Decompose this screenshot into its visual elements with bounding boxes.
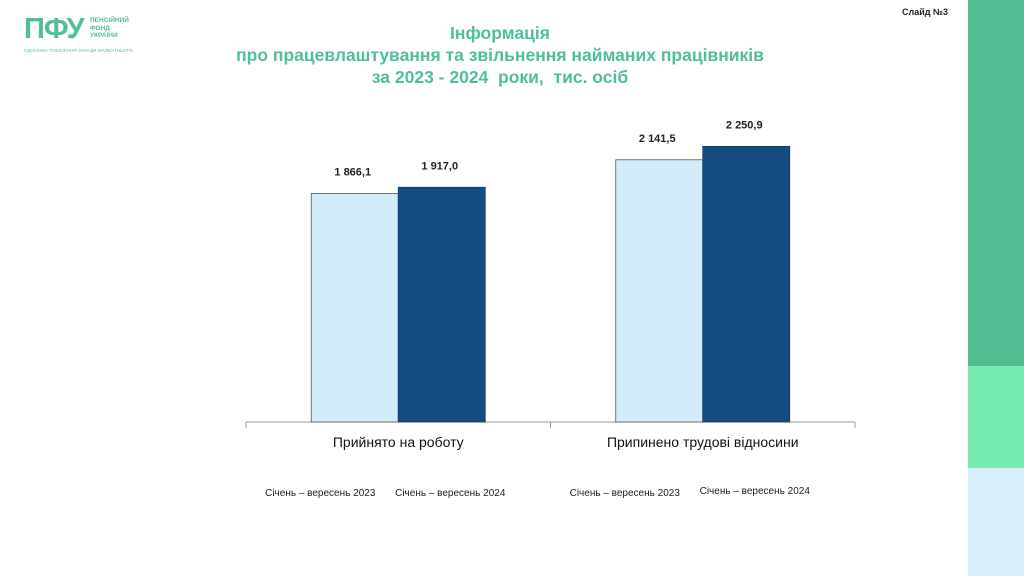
logo-mark: ПФУ: [24, 13, 85, 45]
title-line: Інформація: [450, 23, 550, 43]
data-label: 2 250,9: [726, 119, 763, 131]
data-label: 1 866,1: [334, 166, 371, 178]
logo-name-line: УКРАЇНИ: [90, 32, 118, 39]
bar-2023: [615, 159, 704, 423]
data-label: 1 917,0: [421, 160, 458, 172]
logo-name-line: ПЕНСІЙНИЙ: [90, 17, 129, 24]
slide-number: Слайд №3: [901, 7, 948, 17]
bar-2024: [702, 145, 791, 423]
side-bar-segment-bottom: [968, 468, 1024, 576]
bar-2024: [397, 186, 486, 423]
chart-title: Інформація про працевлаштування та звіль…: [170, 22, 830, 88]
title-line: про працевлаштування та звільнення найма…: [236, 45, 764, 65]
legend-entry-2023: Січень – вересень 2023: [265, 488, 376, 499]
legend-entry-2023: Січень – вересень 2023: [570, 488, 681, 499]
legend-entry-2024: Січень – вересень 2024: [700, 486, 811, 497]
pfu-logo: ПФУ ПЕНСІЙНИЙ ФОНД УКРАЇНИ ЄДНАЄМО ПОКОЛ…: [24, 14, 144, 58]
x-tick-label: Припинено трудові відносини: [607, 434, 799, 450]
logo-tagline: ЄДНАЄМО ПОКОЛІННЯ ЗАРАДИ МАЙБУТНЬОГО: [24, 48, 133, 53]
x-tick-label: Прийнято на роботу: [333, 434, 464, 450]
bar-2023: [310, 193, 399, 423]
decorative-side-bar: [968, 0, 1024, 576]
side-bar-segment-top: [968, 0, 1024, 366]
logo-name: ПЕНСІЙНИЙ ФОНД УКРАЇНИ: [90, 17, 129, 40]
side-bar-segment-middle: [968, 366, 1024, 468]
legend-entry-2024: Січень – вересень 2024: [395, 488, 506, 499]
title-line: за 2023 - 2024 роки, тис. осіб: [371, 67, 629, 87]
logo-name-line: ФОНД: [90, 24, 110, 32]
data-label: 2 141,5: [639, 133, 676, 145]
